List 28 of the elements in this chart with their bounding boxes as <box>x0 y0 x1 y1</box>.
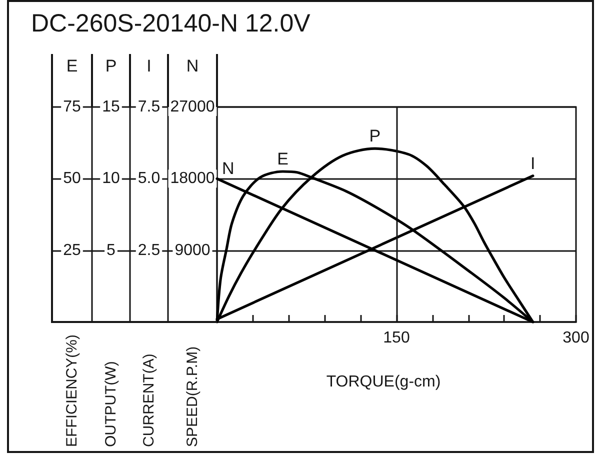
y-tick-label: 5.0 <box>138 170 160 188</box>
y3-axis-title: OUTPUT(W) <box>102 361 120 447</box>
x-tick-label: 150 <box>383 330 410 346</box>
y3-tick-label: 25 <box>63 242 81 259</box>
chart-title: DC-260S-20140-N 12.0V <box>31 10 311 38</box>
x-axis-title: TORQUE(g-cm) <box>326 374 441 390</box>
y-axis-title: SPEED(R.P.M) <box>184 346 201 447</box>
y-tick-label: 27000 <box>170 98 215 116</box>
text: E <box>66 56 78 76</box>
y3-axis-title: EFFICIENCY(%) <box>64 334 80 447</box>
x-tick-label: 300 <box>562 330 590 346</box>
series-label: P <box>369 126 381 146</box>
y3-tick-label: 10 <box>102 170 120 188</box>
y-tick-label: 7.5 <box>138 98 160 116</box>
series-label: I <box>530 154 536 173</box>
y-tick-label: 9000 <box>174 242 210 259</box>
y-tick-label: 2.5 <box>138 242 160 259</box>
y3-tick-label: 15 <box>102 98 120 116</box>
y3-tick-label: 5 <box>106 242 116 259</box>
y3-tick-label: 50 <box>63 170 81 188</box>
text: P <box>105 56 117 76</box>
series-label: E <box>277 150 288 168</box>
y3-tick-label: 75 <box>63 98 81 116</box>
y-axis-title: CURRENT(A) <box>140 354 158 447</box>
y-tick-label: 18000 <box>170 170 215 188</box>
text: N <box>186 56 199 76</box>
text: I <box>146 56 152 76</box>
series-label: N <box>222 159 234 178</box>
